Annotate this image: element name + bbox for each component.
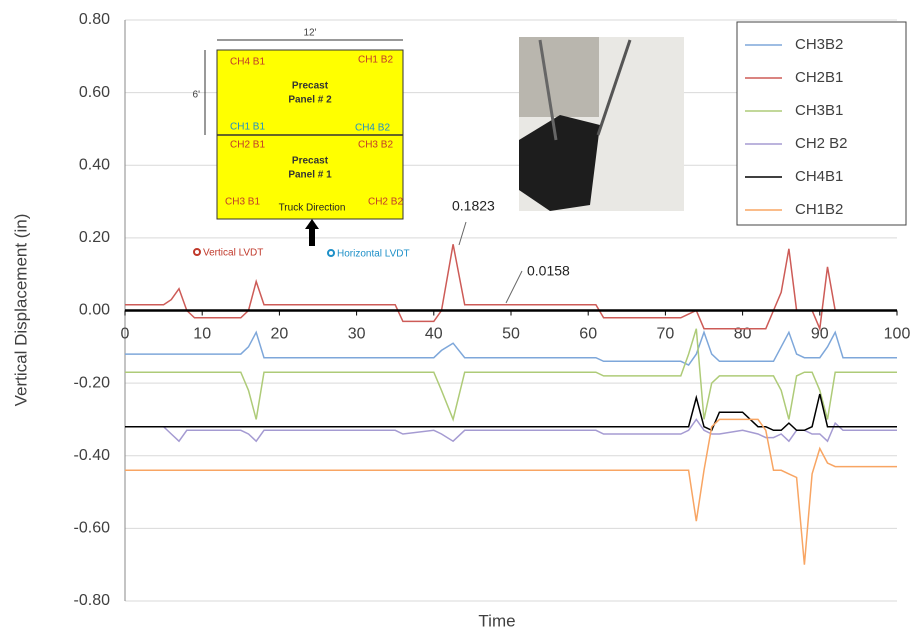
legend-dot bbox=[193, 248, 201, 256]
sensor-label: CH2 B2 bbox=[368, 197, 403, 208]
legend-label: CH2B1 bbox=[795, 69, 843, 86]
x-tick-label: 100 bbox=[884, 326, 910, 343]
sensor-label: CH3 B2 bbox=[358, 140, 393, 151]
series-line bbox=[125, 328, 897, 422]
x-tick-label: 40 bbox=[425, 326, 443, 343]
y-tick-label: 0.00 bbox=[79, 302, 110, 319]
y-tick-label: -0.20 bbox=[74, 374, 111, 391]
photo-rod bbox=[596, 39, 632, 136]
legend-box bbox=[736, 21, 907, 226]
annotation-leader bbox=[505, 270, 523, 304]
sensor-label: CH4 B1 bbox=[230, 57, 265, 68]
dim-label: 6' bbox=[193, 90, 201, 101]
x-tick-label: 60 bbox=[579, 326, 597, 343]
x-tick-label: 50 bbox=[502, 326, 520, 343]
horizontal-label: Horizontal LVDT bbox=[337, 249, 410, 260]
inset-diagram: 12' 6' Precast Panel # 2 Precast Panel #… bbox=[193, 28, 410, 260]
x-tick-label: 90 bbox=[811, 326, 829, 343]
photo-rod bbox=[538, 39, 558, 141]
legend-label: CH2 B2 bbox=[795, 135, 848, 152]
panel-label: Panel # 1 bbox=[288, 170, 332, 181]
y-tick-label: 0.40 bbox=[79, 156, 110, 173]
legend-label: CH1B2 bbox=[795, 201, 843, 218]
photo-ground bbox=[519, 37, 599, 117]
series-line bbox=[125, 393, 897, 432]
x-axis-title: Time bbox=[478, 611, 515, 630]
arrow bbox=[305, 219, 319, 246]
y-tick-label: -0.80 bbox=[74, 592, 111, 609]
panel-label: Panel # 2 bbox=[288, 95, 332, 106]
y-tick-label: 0.20 bbox=[79, 229, 110, 246]
y-tick-label: 0.60 bbox=[79, 84, 110, 101]
legend-label: CH4B1 bbox=[795, 168, 843, 185]
series-line bbox=[125, 418, 897, 565]
x-tick-label: 10 bbox=[193, 326, 211, 343]
x-tick-label: 20 bbox=[271, 326, 289, 343]
series-line bbox=[125, 330, 897, 366]
x-tick-label: 80 bbox=[734, 326, 752, 343]
y-tick-label: 0.80 bbox=[79, 11, 110, 28]
x-tick-label: 30 bbox=[348, 326, 366, 343]
sensor-label: CH1 B1 bbox=[230, 122, 265, 133]
dim-label: 12' bbox=[303, 28, 316, 39]
annotation: 0.1823 bbox=[452, 198, 495, 214]
annotation: 0.0158 bbox=[527, 263, 570, 279]
truck-label: Truck Direction bbox=[279, 203, 346, 214]
y-axis-title: Vertical Displacement (in) bbox=[11, 214, 30, 407]
panel-label: Precast bbox=[292, 156, 329, 167]
sensor-label: CH4 B2 bbox=[355, 123, 390, 134]
y-tick-label: -0.40 bbox=[74, 447, 111, 464]
legend-dot bbox=[327, 249, 335, 257]
sensor-label: CH1 B2 bbox=[358, 55, 393, 66]
legend-label: CH3B1 bbox=[795, 102, 843, 119]
sensor-label: CH2 B1 bbox=[230, 140, 265, 151]
annotation-leader bbox=[458, 221, 467, 246]
vertical-label: Vertical LVDT bbox=[203, 248, 263, 259]
photo-block bbox=[519, 115, 600, 211]
panel-label: Precast bbox=[292, 81, 329, 92]
photo bbox=[519, 37, 684, 211]
x-tick-label: 0 bbox=[121, 326, 130, 343]
legend-label: CH3B2 bbox=[795, 36, 843, 53]
legend: CH3B2 CH2B1 CH3B1 CH2 B2 CH4B1 CH1B2 bbox=[736, 21, 907, 226]
sensor-label: CH3 B1 bbox=[225, 197, 260, 208]
x-tick-label: 70 bbox=[657, 326, 675, 343]
y-tick-label: -0.60 bbox=[74, 520, 111, 537]
